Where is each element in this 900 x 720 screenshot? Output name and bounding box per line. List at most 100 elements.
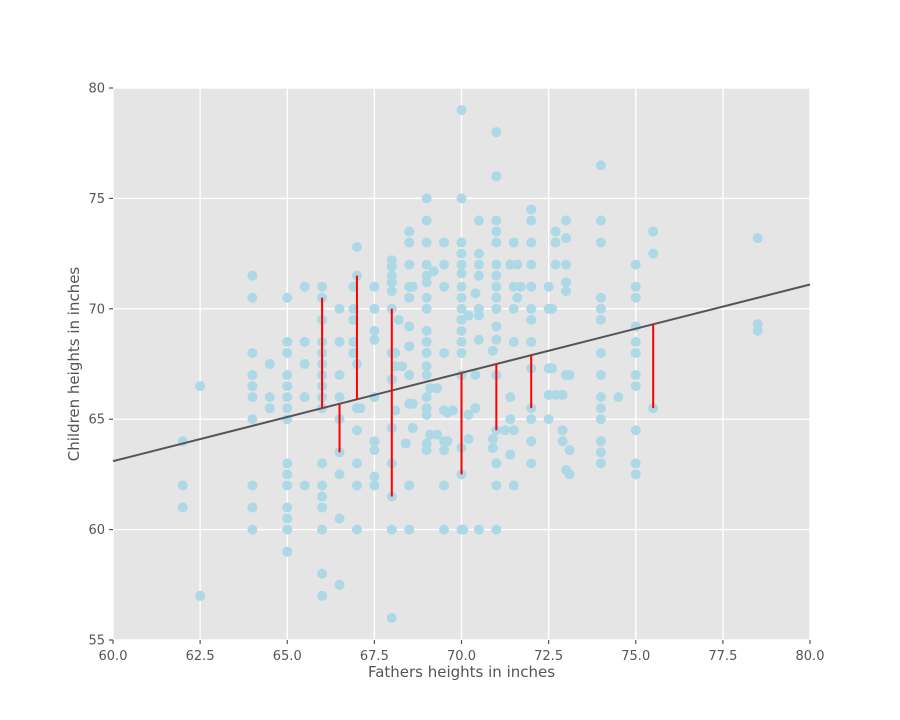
- data-point: [421, 392, 432, 403]
- data-point: [491, 281, 502, 292]
- data-point: [317, 590, 328, 601]
- data-point: [473, 248, 484, 259]
- data-point: [630, 458, 641, 469]
- data-point: [421, 303, 432, 314]
- data-point: [369, 303, 380, 314]
- data-point: [564, 445, 575, 456]
- data-point: [550, 389, 561, 400]
- data-point: [334, 336, 345, 347]
- data-point: [404, 259, 415, 270]
- data-point: [404, 370, 415, 381]
- data-point: [351, 524, 362, 535]
- data-point: [752, 325, 763, 336]
- data-point: [543, 281, 554, 292]
- data-point: [595, 215, 606, 226]
- data-point: [561, 286, 572, 297]
- data-point: [526, 458, 537, 469]
- data-point: [508, 281, 519, 292]
- data-point: [404, 237, 415, 248]
- data-point: [334, 513, 345, 524]
- data-point: [526, 237, 537, 248]
- y-tick-label: 55: [88, 634, 105, 649]
- data-point: [351, 458, 362, 469]
- data-point: [369, 480, 380, 491]
- data-point: [550, 226, 561, 237]
- data-point: [508, 425, 519, 436]
- data-point: [543, 414, 554, 425]
- data-point: [630, 347, 641, 358]
- data-point: [421, 409, 432, 420]
- data-point: [487, 434, 498, 445]
- data-point: [404, 321, 415, 332]
- data-point: [428, 266, 439, 277]
- data-point: [561, 259, 572, 270]
- data-point: [264, 392, 275, 403]
- data-point: [543, 389, 554, 400]
- data-point: [282, 403, 293, 414]
- data-point: [630, 281, 641, 292]
- data-point: [456, 336, 467, 347]
- data-point: [247, 502, 258, 513]
- data-point: [561, 233, 572, 244]
- y-tick-label: 70: [88, 302, 105, 317]
- data-point: [421, 259, 432, 270]
- data-point: [407, 281, 418, 292]
- data-point: [351, 241, 362, 252]
- data-point: [282, 469, 293, 480]
- data-point: [404, 226, 415, 237]
- y-axis-label: Children heights in inches: [65, 266, 83, 462]
- data-point: [491, 215, 502, 226]
- data-point: [421, 277, 432, 288]
- x-tick-label: 62.5: [186, 649, 215, 664]
- data-point: [491, 524, 502, 535]
- data-point: [439, 259, 450, 270]
- data-point: [458, 524, 469, 535]
- data-point: [439, 445, 450, 456]
- data-point: [299, 359, 310, 369]
- data-point: [526, 303, 537, 314]
- data-point: [463, 310, 474, 321]
- data-point: [487, 345, 498, 356]
- data-point: [595, 392, 606, 403]
- data-point: [432, 383, 443, 394]
- data-point: [421, 215, 432, 226]
- data-point: [369, 334, 380, 345]
- data-point: [595, 347, 606, 358]
- data-point: [425, 429, 436, 440]
- data-point: [247, 480, 258, 491]
- data-point: [630, 292, 641, 303]
- data-point: [264, 403, 275, 414]
- data-point: [613, 392, 624, 403]
- x-tick-label: 72.5: [534, 649, 563, 664]
- data-point: [247, 347, 258, 358]
- data-point: [317, 281, 328, 292]
- data-point: [630, 259, 641, 270]
- data-point: [369, 325, 380, 336]
- data-point: [512, 259, 523, 270]
- data-point: [299, 281, 310, 292]
- data-point: [561, 277, 572, 288]
- data-point: [282, 502, 293, 513]
- x-tick-label: 67.5: [360, 649, 389, 664]
- data-point: [491, 334, 502, 345]
- data-point: [393, 314, 404, 325]
- data-point: [282, 458, 293, 469]
- data-point: [487, 442, 498, 453]
- y-tick-label: 75: [88, 192, 105, 207]
- data-point: [456, 193, 467, 204]
- data-point: [491, 458, 502, 469]
- data-point: [473, 259, 484, 270]
- data-point: [595, 370, 606, 381]
- data-point: [512, 292, 523, 303]
- data-point: [421, 336, 432, 347]
- data-point: [299, 480, 310, 491]
- data-point: [595, 160, 606, 171]
- data-point: [334, 392, 345, 403]
- data-point: [386, 286, 397, 297]
- data-point: [282, 292, 293, 303]
- data-point: [557, 425, 568, 436]
- data-point: [421, 237, 432, 248]
- data-point: [508, 480, 519, 491]
- data-point: [595, 314, 606, 325]
